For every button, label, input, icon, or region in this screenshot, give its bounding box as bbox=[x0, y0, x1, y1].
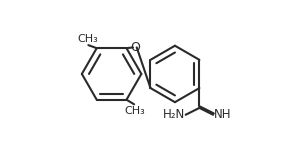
Text: CH₃: CH₃ bbox=[125, 105, 145, 116]
Text: CH₃: CH₃ bbox=[77, 34, 98, 44]
Text: NH: NH bbox=[214, 108, 232, 121]
Text: O: O bbox=[130, 41, 140, 54]
Text: H₂N: H₂N bbox=[163, 108, 185, 121]
